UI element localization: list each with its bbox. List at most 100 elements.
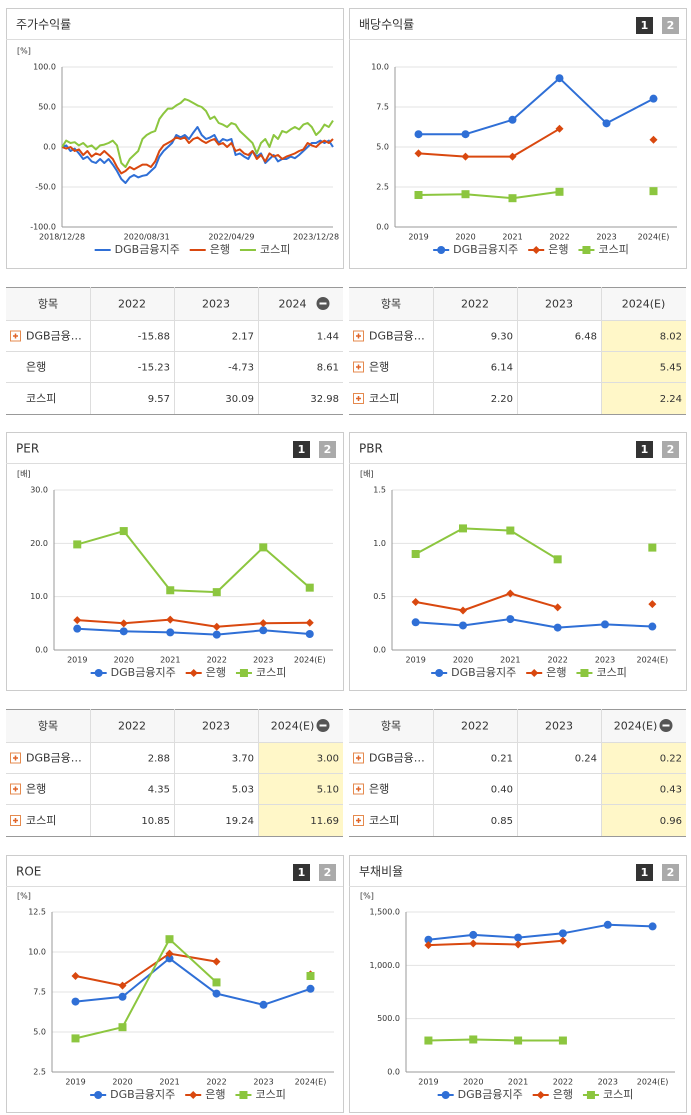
- y-tick-label: 0.5: [373, 592, 386, 601]
- expand-icon-plus[interactable]: [356, 818, 361, 823]
- marker: [165, 949, 174, 958]
- expand-icon-plus[interactable]: [356, 333, 361, 339]
- marker: [459, 606, 467, 615]
- y-unit: [배]: [360, 470, 374, 479]
- tab-button[interactable]: [662, 864, 679, 881]
- marker: [558, 929, 567, 938]
- expand-icon-plus[interactable]: [356, 755, 361, 761]
- marker: [94, 1091, 103, 1099]
- table-header: 항목: [381, 720, 401, 733]
- y-tick-label: 0.0: [373, 646, 386, 655]
- tab-button[interactable]: [662, 441, 679, 458]
- table-cell: 6.48: [575, 332, 597, 343]
- legend-label: 코스피: [603, 1088, 633, 1101]
- y-tick-label: 1,500.0: [369, 908, 400, 917]
- marker: [435, 669, 444, 677]
- x-tick-label: 2019: [418, 1078, 438, 1087]
- x-tick-label: 2023: [253, 656, 273, 665]
- marker: [514, 1036, 523, 1045]
- table-cell: 5.10: [317, 785, 339, 796]
- tab-button-label[interactable]: 2: [324, 443, 332, 456]
- marker: [459, 524, 467, 533]
- x-tick-label: 2022: [553, 1078, 573, 1087]
- x-tick-label: 2018/12/28: [39, 233, 85, 242]
- x-tick-label: 2019: [67, 656, 87, 665]
- expand-icon-plus[interactable]: [356, 364, 361, 370]
- marker: [555, 124, 564, 133]
- panel-title: PBR: [359, 442, 383, 456]
- y-tick-label: 0.0: [387, 1068, 400, 1077]
- highlight-column: [601, 320, 686, 414]
- marker: [305, 583, 314, 592]
- legend-label: DGB금융지주: [453, 243, 518, 256]
- table-header: 2023: [202, 720, 230, 733]
- tab-button-label[interactable]: 1: [641, 19, 649, 32]
- marker: [414, 130, 423, 139]
- tab-button[interactable]: [319, 864, 336, 881]
- series-line: [61, 136, 334, 175]
- table-cell: 0.96: [660, 816, 682, 827]
- x-tick-label: 2023: [598, 1078, 618, 1087]
- y-tick-label: 1.0: [373, 539, 386, 548]
- tab-button-label[interactable]: 1: [641, 443, 649, 456]
- x-tick-label: 2019: [405, 656, 425, 665]
- marker: [165, 935, 174, 944]
- marker: [119, 527, 128, 536]
- table-header: 2022: [118, 720, 146, 733]
- expand-icon-plus[interactable]: [13, 333, 18, 339]
- tab-button-label[interactable]: 1: [298, 866, 306, 879]
- marker: [166, 628, 175, 637]
- table-header: 2022: [461, 298, 489, 311]
- x-tick-label: 2023: [596, 233, 616, 242]
- marker: [461, 190, 470, 199]
- expand-icon-plus[interactable]: [356, 396, 361, 401]
- marker: [441, 1091, 450, 1099]
- x-tick-label: 2024(E): [638, 233, 670, 242]
- row-label: 은행: [26, 361, 46, 374]
- y-tick-label: 50.0: [38, 103, 56, 112]
- x-tick-label: 2020: [463, 1078, 483, 1087]
- tab-button[interactable]: [319, 441, 336, 458]
- marker: [239, 669, 248, 677]
- y-tick-label: 2.5: [33, 1068, 46, 1077]
- tab-button[interactable]: [636, 17, 653, 34]
- marker: [212, 978, 221, 987]
- marker: [558, 936, 567, 945]
- tab-button-label[interactable]: 2: [667, 443, 675, 456]
- marker: [553, 555, 562, 564]
- marker: [119, 627, 128, 636]
- marker: [212, 622, 221, 631]
- panel-title: PER: [16, 442, 39, 456]
- marker: [508, 194, 517, 203]
- marker: [259, 619, 268, 628]
- tab-button[interactable]: [662, 17, 679, 34]
- legend-label: 은행: [206, 666, 226, 679]
- legend-label: 은행: [205, 1088, 225, 1101]
- expand-icon-plus[interactable]: [13, 755, 18, 761]
- tab-button-label[interactable]: 2: [667, 19, 675, 32]
- legend-label: DGB금융지주: [110, 1088, 175, 1101]
- series-line: [61, 126, 334, 184]
- tab-button[interactable]: [293, 441, 310, 458]
- y-tick-label: 0.0: [43, 143, 56, 152]
- expand-icon-plus[interactable]: [356, 786, 361, 792]
- marker: [648, 622, 657, 631]
- tab-button[interactable]: [636, 441, 653, 458]
- expand-icon-plus[interactable]: [13, 786, 18, 792]
- marker: [259, 543, 268, 552]
- tab-button-label[interactable]: 1: [641, 866, 649, 879]
- tab-button-label[interactable]: 2: [324, 866, 332, 879]
- legend-label: 코스피: [596, 666, 626, 679]
- marker: [73, 624, 82, 633]
- tab-button-label[interactable]: 2: [667, 866, 675, 879]
- marker: [305, 630, 314, 638]
- x-tick-label: 2022: [549, 233, 569, 242]
- tab-button-label[interactable]: 1: [298, 443, 306, 456]
- tab-button[interactable]: [636, 864, 653, 881]
- expand-icon-plus[interactable]: [13, 818, 18, 823]
- series-line: [418, 77, 654, 136]
- marker: [602, 119, 611, 128]
- x-tick-label: 2021: [160, 656, 180, 665]
- tab-button[interactable]: [293, 864, 310, 881]
